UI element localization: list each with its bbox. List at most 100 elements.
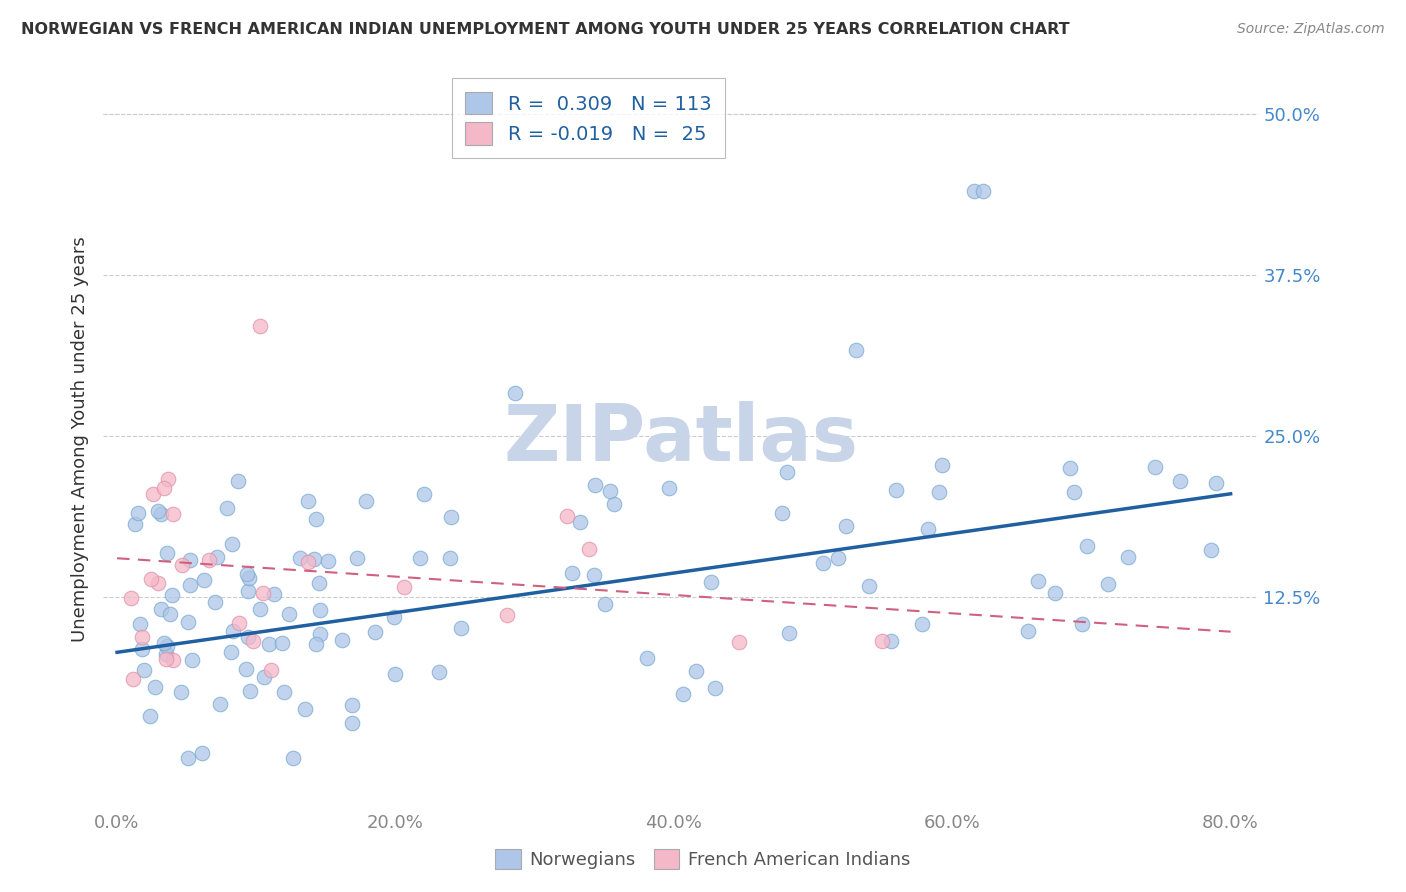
Point [858, 579, 880, 593]
Point [191, 746, 214, 760]
Point [143, 681, 166, 695]
Point [252, 585, 274, 599]
Point [557, 509, 579, 524]
Text: Source: ZipAtlas.com: Source: ZipAtlas.com [1237, 22, 1385, 37]
Point [672, 687, 695, 701]
Point [170, 558, 193, 573]
Point [153, 636, 176, 650]
Point [127, 506, 149, 520]
Point [636, 650, 658, 665]
Point [142, 487, 165, 501]
Point [450, 621, 472, 635]
Point [146, 576, 169, 591]
Point [963, 184, 986, 198]
Point [578, 542, 600, 557]
Point [198, 553, 221, 567]
Point [204, 595, 226, 609]
Point [412, 486, 434, 500]
Point [177, 751, 200, 765]
Point [346, 551, 368, 566]
Point [1168, 474, 1191, 488]
Point [170, 684, 193, 698]
Legend: R =  0.309   N = 113, R = -0.019   N =  25: R = 0.309 N = 113, R = -0.019 N = 25 [451, 78, 725, 158]
Point [150, 602, 173, 616]
Point [159, 607, 181, 622]
Point [593, 597, 616, 611]
Point [236, 584, 259, 599]
Point [180, 653, 202, 667]
Point [309, 626, 332, 640]
Point [277, 607, 299, 621]
Point [150, 507, 173, 521]
Point [294, 702, 316, 716]
Point [364, 625, 387, 640]
Point [297, 555, 319, 569]
Point [603, 497, 626, 511]
Point [228, 615, 250, 630]
Point [778, 626, 800, 640]
Point [121, 672, 143, 686]
Point [156, 639, 179, 653]
Point [834, 519, 856, 533]
Point [1045, 586, 1067, 600]
Point [568, 516, 591, 530]
Point [439, 509, 461, 524]
Point [283, 751, 305, 765]
Point [884, 483, 907, 497]
Point [132, 663, 155, 677]
Point [177, 615, 200, 630]
Point [340, 715, 363, 730]
Point [561, 566, 583, 580]
Point [253, 670, 276, 684]
Point [139, 572, 162, 586]
Point [1059, 460, 1081, 475]
Point [217, 500, 239, 515]
Point [330, 632, 353, 647]
Point [354, 494, 377, 508]
Point [1143, 459, 1166, 474]
Point [1201, 542, 1223, 557]
Point [1116, 550, 1139, 565]
Point [155, 652, 177, 666]
Point [221, 537, 243, 551]
Point [260, 663, 283, 677]
Point [249, 602, 271, 616]
Point [880, 634, 903, 648]
Legend: Norwegians, French American Indians: Norwegians, French American Indians [486, 839, 920, 879]
Point [1071, 616, 1094, 631]
Point [1026, 574, 1049, 588]
Point [236, 630, 259, 644]
Point [316, 554, 339, 568]
Point [811, 556, 834, 570]
Point [208, 697, 231, 711]
Point [242, 634, 264, 648]
Point [146, 504, 169, 518]
Point [257, 637, 280, 651]
Point [156, 546, 179, 560]
Point [249, 319, 271, 334]
Point [409, 551, 432, 566]
Point [700, 575, 723, 590]
Point [972, 184, 994, 198]
Point [1076, 540, 1098, 554]
Point [928, 484, 950, 499]
Point [845, 343, 868, 358]
Point [155, 647, 177, 661]
Point [235, 662, 257, 676]
Point [271, 635, 294, 649]
Point [124, 516, 146, 531]
Point [131, 630, 153, 644]
Point [129, 617, 152, 632]
Point [392, 580, 415, 594]
Point [1097, 577, 1119, 591]
Point [911, 617, 934, 632]
Point [599, 483, 621, 498]
Point [157, 472, 180, 486]
Y-axis label: Unemployment Among Youth under 25 years: Unemployment Among Youth under 25 years [72, 236, 89, 642]
Point [827, 550, 849, 565]
Point [384, 666, 406, 681]
Point [496, 608, 519, 623]
Point [179, 577, 201, 591]
Point [162, 507, 184, 521]
Point [1017, 624, 1039, 639]
